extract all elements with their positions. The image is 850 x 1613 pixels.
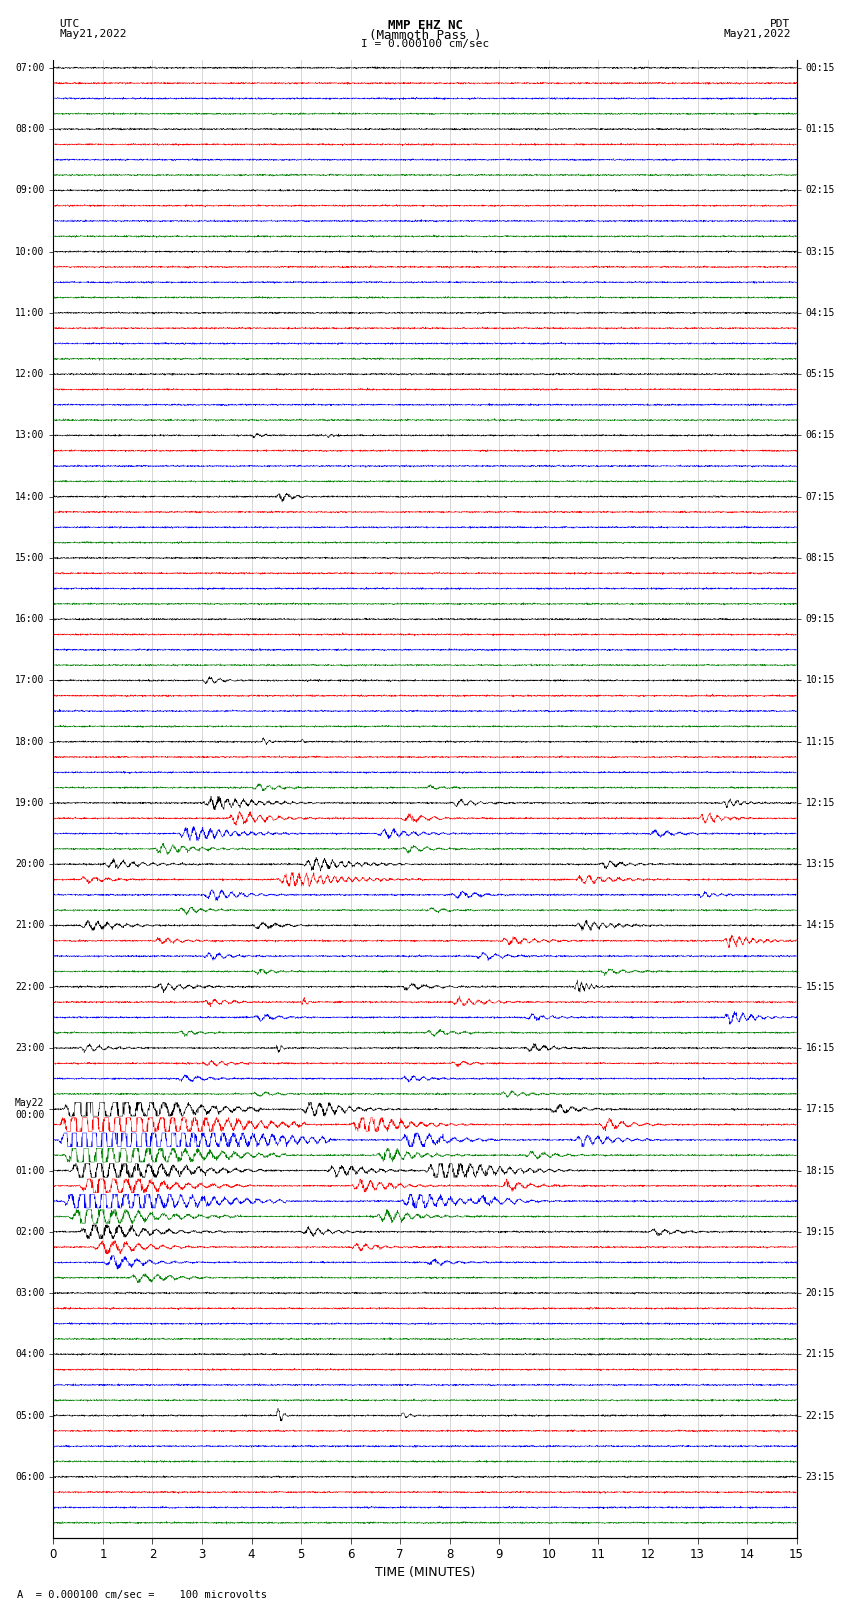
- Text: (Mammoth Pass ): (Mammoth Pass ): [369, 29, 481, 42]
- X-axis label: TIME (MINUTES): TIME (MINUTES): [375, 1566, 475, 1579]
- Text: May21,2022: May21,2022: [723, 29, 791, 39]
- Text: MMP EHZ NC: MMP EHZ NC: [388, 19, 462, 32]
- Text: UTC: UTC: [60, 19, 80, 29]
- Text: PDT: PDT: [770, 19, 790, 29]
- Text: May21,2022: May21,2022: [60, 29, 127, 39]
- Text: I = 0.000100 cm/sec: I = 0.000100 cm/sec: [361, 39, 489, 48]
- Text: A  = 0.000100 cm/sec =    100 microvolts: A = 0.000100 cm/sec = 100 microvolts: [17, 1590, 267, 1600]
